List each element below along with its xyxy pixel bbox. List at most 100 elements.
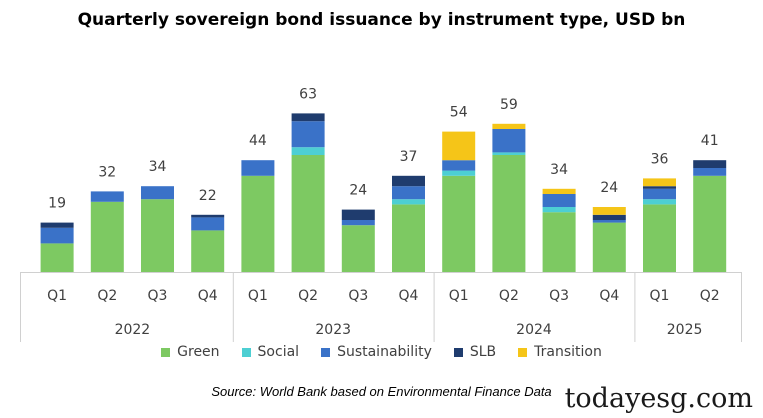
bar-segment-green-12 [643,204,676,272]
bar-segment-slb-5 [291,113,325,122]
bar-segment-green-7 [392,204,425,272]
legend-label: SLB [469,344,497,360]
group-label-2025: 2025 [667,322,703,338]
legend-item-slb: SLB [453,344,497,360]
bar-segment-green-9 [492,155,526,272]
tick-label: Q4 [399,288,419,304]
bar-segment-sustainability-13 [693,168,727,176]
bar-segment-slb-6 [341,209,375,220]
total-label: 22 [199,188,217,204]
legend-swatch [241,347,251,357]
legend-swatch [518,347,528,357]
bar-segment-sustainability-12 [643,188,676,200]
total-label: 44 [249,133,267,149]
total-label: 37 [400,149,418,165]
bar-segment-social-8 [442,170,476,176]
bar-segment-green-2 [141,199,174,272]
tick-label: Q1 [47,288,67,304]
legend-label: Sustainability [337,344,432,360]
bar-segment-slb-3 [191,214,225,218]
bar-segment-sustainability-0 [40,227,74,244]
legend-item-transition: Transition [518,344,602,360]
legend-swatch [161,347,171,357]
bar-segment-slb-7 [392,175,425,187]
legend-item-social: Social [241,344,300,360]
tick-label: Q3 [348,288,368,304]
bar-segment-green-8 [442,175,476,272]
tick-label: Q2 [97,288,117,304]
bar-segment-green-1 [90,201,124,272]
bar-segment-social-5 [291,147,325,155]
bar-segment-transition-11 [592,207,626,215]
source-note: Source: World Bank based on Environmenta… [211,384,552,399]
bar-segment-sustainability-5 [291,121,325,148]
total-label: 34 [550,162,568,178]
total-label: 24 [349,183,367,199]
tick-label: Q2 [499,288,519,304]
tick-label: Q2 [700,288,720,304]
legend-item-sustainability: Sustainability [321,344,432,360]
bar-segment-transition-10 [542,188,576,194]
group-label-2022: 2022 [115,322,151,338]
bar-segment-slb-12 [643,186,676,189]
bar-segment-social-12 [643,199,676,205]
chart-title: Quarterly sovereign bond issuance by ins… [77,10,686,30]
bar-segment-sustainability-2 [141,186,174,200]
bar-segment-sustainability-1 [90,191,124,202]
legend: Green Social Sustainability SLB Transition [0,344,763,360]
total-label: 24 [600,180,618,196]
tick-label: Q3 [148,288,168,304]
legend-item-green: Green [161,344,220,360]
legend-swatch [321,347,331,357]
total-label: 41 [701,133,719,149]
total-label: 32 [98,164,116,180]
bar-segment-slb-11 [592,214,626,220]
bar-segment-green-6 [341,225,375,272]
tick-label: Q2 [298,288,318,304]
bar-segment-sustainability-6 [341,220,375,226]
tick-label: Q4 [198,288,218,304]
bar-segment-slb-13 [693,160,727,168]
tick-label: Q4 [599,288,619,304]
total-label: 63 [299,86,317,102]
bar-segment-sustainability-9 [492,129,526,153]
bar-segment-green-10 [542,212,576,272]
total-label: 19 [48,196,66,212]
legend-label: Transition [534,344,602,360]
watermark: todayesg.com [564,383,753,414]
tick-label: Q3 [549,288,569,304]
bar-segment-green-11 [592,222,626,272]
bar-segment-transition-12 [643,178,676,187]
total-label: 34 [149,159,167,175]
bar-segment-transition-9 [492,123,526,129]
group-label-2023: 2023 [315,322,351,338]
bar-segment-sustainability-10 [542,194,576,207]
bar-segment-green-5 [291,155,325,272]
bar-segment-green-4 [241,175,275,272]
bar-segment-sustainability-7 [392,186,425,200]
bars-layer [40,113,727,272]
tick-label: Q1 [449,288,469,304]
total-label: 59 [500,97,518,113]
bar-segment-green-0 [40,243,74,272]
x-axis: Q1 Q2 Q3 Q4 Q1 Q2 Q3 Q4 Q1 Q2 Q3 Q4 Q1 Q2 2022 2023 2024… [20,272,742,342]
group-label-2024: 2024 [516,322,552,338]
bar-segment-green-13 [693,175,727,272]
tick-label: Q1 [248,288,268,304]
total-labels-layer: 19 32 34 22 44 63 24 37 54 59 34 24 36 41 [48,86,718,211]
legend-label: Green [177,344,220,360]
bar-segment-social-10 [542,207,576,213]
bar-segment-sustainability-3 [191,217,225,231]
bar-segment-sustainability-11 [592,220,626,223]
total-label: 36 [651,151,669,167]
bar-segment-social-7 [392,199,425,205]
tick-label: Q1 [650,288,670,304]
legend-label: Social [257,344,300,360]
total-label: 54 [450,105,468,121]
bar-segment-transition-8 [442,131,476,161]
bar-segment-sustainability-4 [241,160,275,176]
legend-swatch [453,347,463,357]
bar-segment-social-9 [492,152,526,155]
bar-segment-sustainability-8 [442,160,476,171]
bar-segment-slb-0 [40,222,74,228]
